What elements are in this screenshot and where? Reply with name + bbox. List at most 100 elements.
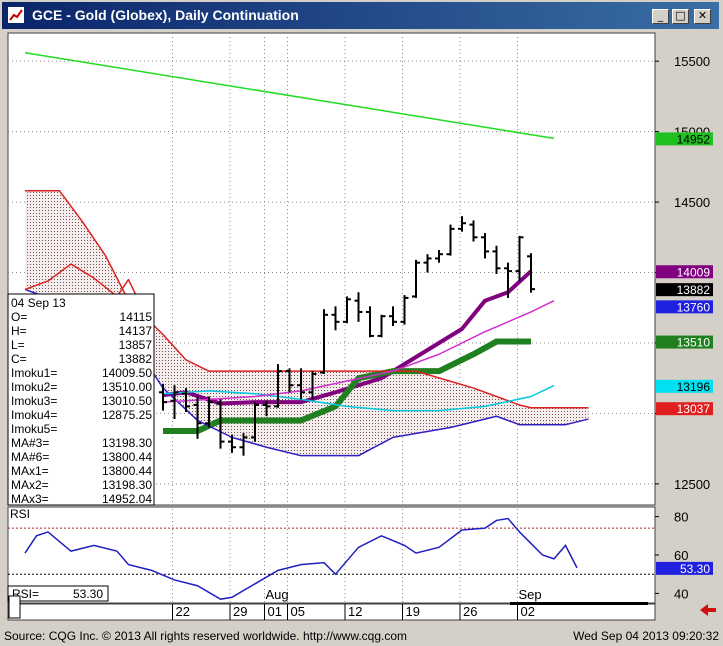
ohlc-bar [285, 368, 294, 393]
price-tag: 14952 [656, 132, 713, 146]
info-label: L= [11, 338, 25, 352]
price-tag: 13037 [656, 402, 713, 416]
time-tick-label: 26 [463, 604, 477, 619]
scroll-thumb[interactable] [510, 602, 648, 605]
time-tick-label: 19 [406, 604, 420, 619]
maximize-button[interactable]: □ [672, 9, 689, 24]
price-tag-bg [656, 265, 713, 279]
series-ma-3 [162, 384, 555, 412]
info-label: MAx1= [11, 464, 49, 478]
scroll-handle[interactable] [8, 595, 21, 619]
time-tick-label: 05 [291, 604, 305, 619]
info-label: Imoku3= [11, 394, 57, 408]
price-tag-bg [656, 402, 713, 416]
info-value: 13198.30 [102, 436, 152, 450]
info-value: 14115 [120, 310, 153, 324]
price-tag-label: 14952 [677, 132, 711, 146]
ohlc-bar [216, 399, 225, 449]
info-value: 13882 [119, 352, 153, 366]
price-tick-label: 14500 [674, 195, 710, 210]
price-tick-label: 12500 [674, 477, 710, 492]
ohlc-bar [170, 385, 179, 420]
info-label: Imoku2= [11, 380, 57, 394]
info-label: O= [11, 310, 27, 324]
info-label: C= [11, 352, 27, 366]
ohlc-bar [331, 306, 340, 331]
ohlc-bar [308, 371, 317, 400]
month-label: Aug [266, 587, 289, 602]
info-label: Imoku1= [11, 366, 57, 380]
series-imoku5 [24, 263, 141, 304]
info-value: 12875.25 [102, 408, 152, 422]
info-label: MAx3= [11, 492, 49, 506]
ohlc-bar [239, 433, 248, 456]
price-tag: 14009 [656, 265, 713, 279]
price-tag: 13882 [656, 283, 713, 297]
rsi-readout-box [7, 585, 109, 602]
source-credit: Source: CQG Inc. © 2013 All rights reser… [4, 629, 408, 643]
ohlc-bar [435, 249, 443, 263]
info-label: MA#6= [11, 450, 49, 464]
ohlc-bar [515, 235, 524, 281]
ohlc-bar [366, 306, 374, 338]
ohlc-bars [159, 216, 535, 456]
ohlc-bar [423, 254, 432, 273]
price-tag-bg [656, 132, 713, 146]
info-value: 14009.50 [102, 366, 152, 380]
minimize-button[interactable]: _ [652, 9, 669, 24]
info-value: 13800.44 [102, 464, 152, 478]
price-tag: 13760 [656, 300, 713, 314]
series-imoku1 [162, 269, 533, 406]
rsi-line [24, 517, 578, 600]
series-imoku3 [25, 190, 589, 409]
info-box-frame [7, 293, 155, 506]
ohlc-bar [297, 368, 305, 400]
rsi-tick-label: 80 [674, 510, 688, 525]
rsi-tick-label: 40 [674, 586, 688, 601]
info-label: H= [11, 324, 27, 338]
price-tag-label: 13760 [677, 300, 711, 314]
chart-app-icon [8, 7, 24, 23]
ohlc-bar [354, 292, 363, 322]
ohlc-bar [527, 253, 535, 293]
price-tag-label: 13510 [677, 336, 711, 350]
ohlc-bar [262, 400, 271, 417]
info-value: 13510.00 [102, 380, 152, 394]
info-value: 13800.44 [102, 450, 152, 464]
close-button[interactable]: ✕ [694, 9, 711, 24]
ohlc-bar [412, 259, 420, 298]
price-tag-bg [656, 300, 713, 314]
ohlc-bar [159, 383, 167, 411]
rsi-tag-bg [656, 561, 713, 575]
info-label: MAx2= [11, 478, 49, 492]
time-axis: 22 29 01 05 12 19 26 02 Aug Sep [7, 587, 656, 621]
time-tick-label: 01 [268, 604, 282, 619]
timestamp: Wed Sep 04 2013 09:20:32 [573, 629, 719, 643]
rsi-readout-value: 53.30 [73, 587, 103, 601]
rsi-label: RSI [10, 507, 30, 521]
info-label: MA#3= [11, 436, 49, 450]
info-value: 14952.04 [102, 492, 152, 506]
time-axis-strip [7, 603, 656, 621]
series-ma-6 [162, 300, 555, 403]
time-tick-label: 02 [521, 604, 535, 619]
rsi-tag-label: 53.30 [680, 562, 710, 576]
ohlc-bar [481, 233, 489, 259]
price-tick-label: 15500 [674, 54, 710, 69]
info-label: Imoku4= [11, 408, 57, 422]
info-value: 13857 [119, 338, 153, 352]
info-label: Imoku5= [11, 422, 57, 436]
title-bar[interactable]: GCE - Gold (Globex), Daily Continuation … [2, 2, 719, 29]
scroll-left-arrow-icon[interactable] [700, 604, 716, 616]
ohlc-bar [205, 396, 213, 428]
price-tags: 14952 14009 13882 13760 13510 13196 13037 [656, 132, 713, 416]
ohlc-bar [320, 309, 328, 374]
ohlc-bar [400, 295, 409, 325]
series-max3 [24, 51, 555, 140]
price-tag: 13510 [656, 335, 713, 350]
ohlc-bar [389, 306, 397, 327]
ohlc-bar [193, 396, 202, 439]
